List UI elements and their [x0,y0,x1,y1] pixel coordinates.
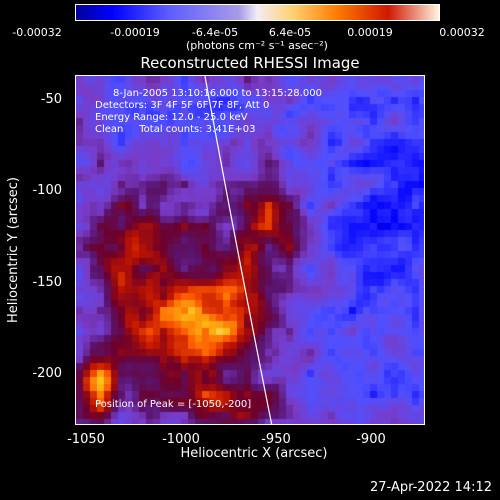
colorbar [75,4,440,21]
annotation-time-range: 8-Jan-2005 13:10:16.000 to 13:15:28.000 [113,88,322,99]
annotation-clean: Clean Total counts: 3.41E+03 [95,124,256,135]
annotation-peak: Position of Peak = [-1050,-200] [95,399,252,410]
y-axis-label: Heliocentric Y (arcsec) [6,177,21,323]
footer-timestamp: 27-Apr-2022 14:12 [370,480,492,495]
y-tick-label: -50 [40,92,62,107]
annotation-energy: Energy Range: 12.0 - 25.0 keV [95,112,248,123]
solar-limb-line [204,76,273,424]
y-tick-label: -200 [32,366,62,381]
colorbar-tick-label: 0.00019 [347,26,393,39]
heatmap-image [76,76,424,424]
colorbar-tick-label: 6.4e-05 [268,26,312,39]
x-tick-label: -1050 [67,432,105,447]
colorbar-tick-label: 0.00032 [439,26,485,39]
y-tick-label: -100 [32,183,62,198]
colorbar-unit-label: (photons cm⁻² s⁻¹ asec⁻²) [186,39,328,52]
annotation-detectors: Detectors: 3F 4F 5F 6F 7F 8F, Att 0 [95,100,270,111]
x-tick-label: -900 [356,432,386,447]
colorbar-tick-label: -6.4e-05 [191,26,239,39]
x-axis-label: Heliocentric X (arcsec) [180,446,328,461]
colorbar-tick-label: -0.00019 [110,26,160,39]
plot-area: 8-Jan-2005 13:10:16.000 to 13:15:28.000 … [75,75,425,425]
limb-overlay [204,76,273,424]
x-tick-label: -950 [261,432,291,447]
x-tick-label: -1000 [162,432,200,447]
colorbar-tick-label: -0.00032 [12,26,62,39]
y-tick-label: -150 [32,275,62,290]
plot-title: Reconstructed RHESSI Image [140,54,360,72]
